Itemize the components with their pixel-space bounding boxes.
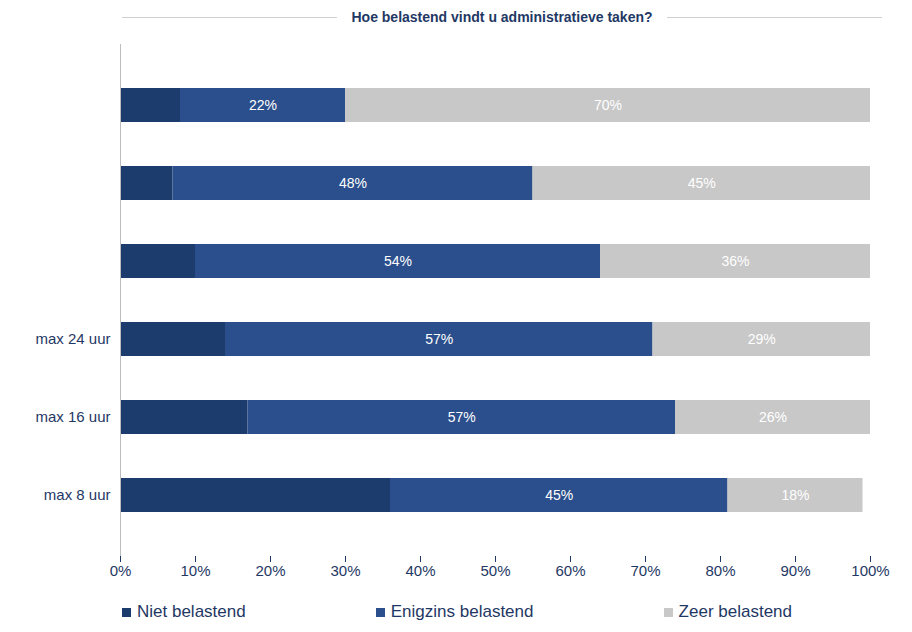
svg-text:20%: 20%: [255, 562, 285, 579]
html-text:Niet belastend: Niet belastend: [137, 602, 246, 621]
svg-text:max 24 uur: max 24 uur: [35, 330, 110, 347]
html-text:Enigzins belastend: Enigzins belastend: [390, 602, 534, 621]
svg-text:29%: 29%: [748, 331, 776, 347]
svg-text:30%: 30%: [330, 562, 360, 579]
svg-text:50%: 50%: [480, 562, 510, 579]
svg-text:54%: 54%: [384, 253, 412, 269]
svg-text:45%: 45%: [688, 175, 716, 191]
svg-text:max 16 uur: max 16 uur: [35, 408, 110, 425]
svg-text:57%: 57%: [425, 331, 453, 347]
svg-text:max 8 uur: max 8 uur: [44, 486, 111, 503]
svg-text:26%: 26%: [759, 409, 787, 425]
svg-text:90%: 90%: [780, 562, 810, 579]
html-text:Zeer belastend: Zeer belastend: [678, 602, 792, 621]
svg-text:10%: 10%: [180, 562, 210, 579]
svg-text:22%: 22%: [249, 97, 277, 113]
svg-text:60%: 60%: [555, 562, 585, 579]
svg-text:57%: 57%: [448, 409, 476, 425]
svg-text:40%: 40%: [405, 562, 435, 579]
svg-text:0%: 0%: [110, 562, 132, 579]
svg-text:70%: 70%: [594, 97, 622, 113]
svg-text:45%: 45%: [545, 487, 573, 503]
svg-text:100%: 100%: [851, 562, 889, 579]
html-text:Hoe belastend vindt u administ: Hoe belastend vindt u administratieve ta…: [351, 9, 653, 25]
svg-text:48%: 48%: [339, 175, 367, 191]
svg-text:18%: 18%: [781, 487, 809, 503]
svg-text:70%: 70%: [630, 562, 660, 579]
svg-text:80%: 80%: [705, 562, 735, 579]
svg-text:36%: 36%: [721, 253, 749, 269]
